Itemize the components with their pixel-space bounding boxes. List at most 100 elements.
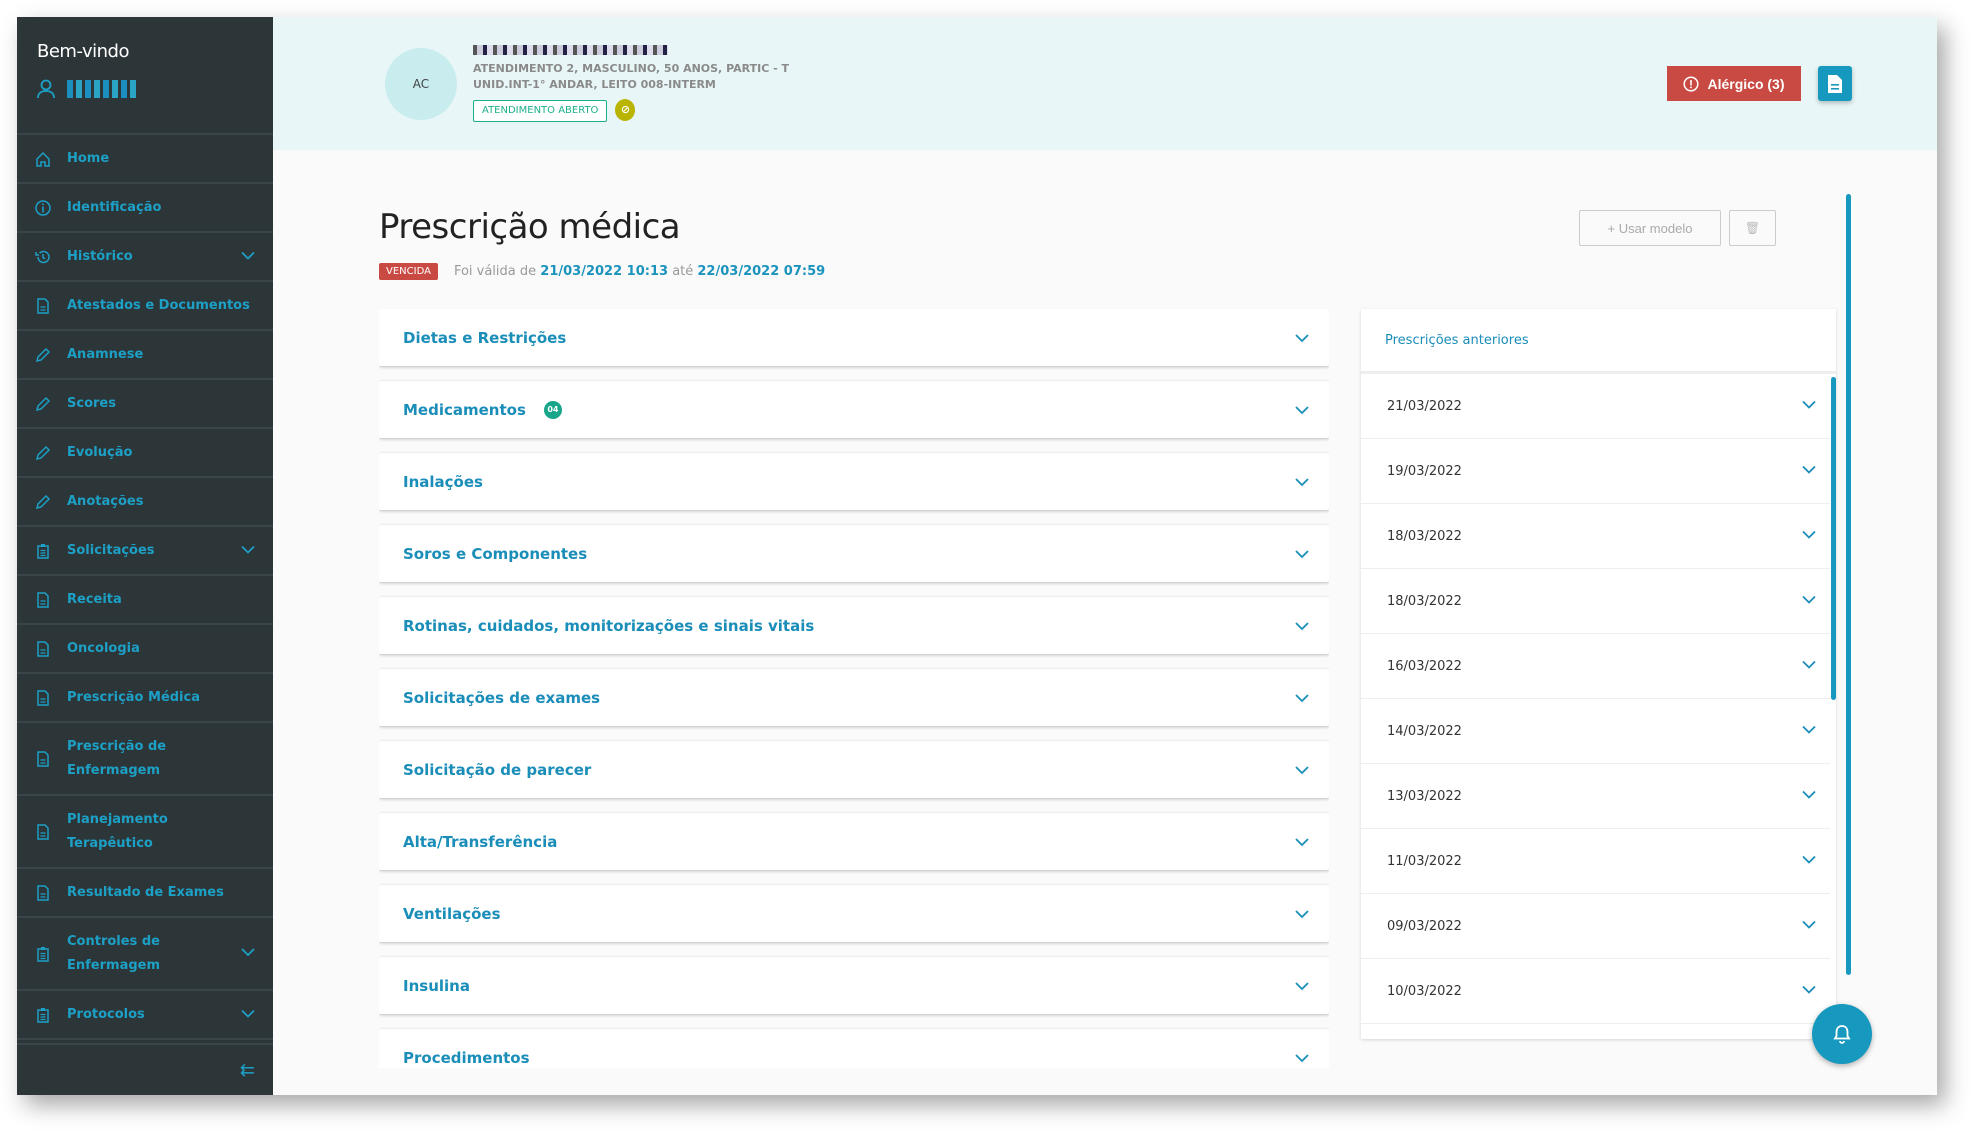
section-label: Procedimentos [403, 1048, 530, 1067]
pencil-icon [35, 445, 51, 460]
chevron-down-icon[interactable] [241, 544, 255, 557]
sidebar-item-label: Anamnese [67, 347, 144, 362]
chevron-down-icon [1802, 854, 1816, 869]
patient-header: AC ATENDIMENTO 2, MASCULINO, 50 ANOS, PA… [273, 17, 1937, 150]
clipboard-icon [37, 946, 49, 962]
previous-prescription-row[interactable]: 21/03/2022 [1361, 374, 1830, 439]
sidebar-item-solicitacoes[interactable]: Solicitações [17, 527, 273, 576]
sidebar-item-label: Prescrição de Enfermagem [67, 738, 167, 778]
chevron-down-icon [1802, 594, 1816, 609]
previous-prescription-row[interactable]: 18/03/2022 [1361, 569, 1830, 634]
document-icon [37, 591, 49, 608]
previous-prescription-row[interactable]: 14/03/2022 [1361, 699, 1830, 764]
sidebar-item-protocolos[interactable]: Protocolos [17, 991, 273, 1040]
accordion-section[interactable]: Solicitação de parecer [379, 741, 1329, 798]
home-icon [36, 151, 50, 167]
collapse-sidebar-icon[interactable]: ⇇ [239, 1060, 255, 1081]
prescription-date: 14/03/2022 [1387, 723, 1462, 739]
use-model-button[interactable]: + Usar modelo [1579, 210, 1721, 246]
sidebar-item-planejamento-terapeutico[interactable]: Planejamento Terapêutico [17, 796, 273, 869]
accordion-section[interactable]: Insulina [379, 957, 1329, 1014]
allergy-label: Alérgico (3) [1707, 75, 1785, 92]
accordion-section[interactable]: Soros e Componentes [379, 525, 1329, 582]
panel-scrollbar[interactable] [1831, 377, 1836, 700]
sidebar-item-scores[interactable]: Scores [17, 380, 273, 429]
allergy-button[interactable]: Alérgico (3) [1667, 66, 1801, 101]
previous-prescription-row[interactable]: 18/03/2022 [1361, 504, 1830, 569]
previous-prescription-row[interactable]: 11/03/2022 [1361, 829, 1830, 894]
prescription-date: 10/03/2022 [1387, 983, 1462, 999]
sidebar-item-label: Planejamento Terapêutico [67, 811, 168, 851]
valid-from: 21/03/2022 10:13 [540, 264, 669, 279]
trash-icon: 🗑 [1744, 221, 1761, 235]
paperclip-icon[interactable]: ⊘ [615, 99, 636, 121]
sidebar-item-label: Oncologia [67, 641, 140, 656]
sidebar-item-label: Prescrição Médica [67, 690, 200, 705]
previous-prescription-row[interactable]: 16/03/2022 [1361, 634, 1830, 699]
sidebar-item-historico[interactable]: Histórico [17, 233, 273, 282]
sidebar-item-label: Atestados e Documentos [67, 298, 250, 313]
accordion-section[interactable]: Inalações [379, 453, 1329, 510]
user-name-redacted [67, 80, 137, 98]
sidebar-item-label: Scores [67, 396, 116, 411]
chevron-down-icon[interactable] [241, 1008, 255, 1021]
document-icon [37, 750, 49, 767]
accordion-section[interactable]: Ventilações [379, 885, 1329, 942]
sidebar-item-label: Receita [67, 592, 122, 607]
previous-prescription-row[interactable]: 19/03/2022 [1361, 439, 1830, 504]
sidebar-item-evolucao[interactable]: Evolução [17, 429, 273, 478]
patient-info: ATENDIMENTO 2, MASCULINO, 50 ANOS, PARTI… [473, 45, 789, 122]
accordion-section[interactable]: Alta/Transferência [379, 813, 1329, 870]
sidebar-item-label: Identificação [67, 200, 162, 215]
chevron-down-icon[interactable] [241, 942, 255, 966]
chevron-down-icon [1802, 984, 1816, 999]
document-icon [37, 884, 49, 901]
sidebar-item-identificacao[interactable]: Identificação [17, 184, 273, 233]
expired-badge: VENCIDA [379, 263, 438, 280]
sidebar-item-anamnese[interactable]: Anamnese [17, 331, 273, 380]
document-icon [1828, 74, 1842, 93]
count-badge: 04 [543, 400, 562, 419]
previous-prescriptions-panel: Prescrições anteriores 21/03/2022 19/03/2… [1361, 309, 1836, 1039]
chevron-down-icon[interactable] [241, 250, 255, 263]
validity-text: Foi válida de 21/03/2022 10:13 até 22/03… [454, 264, 825, 279]
sidebar-item-receita[interactable]: Receita [17, 576, 273, 625]
info-icon [35, 199, 51, 216]
validity-info: VENCIDA Foi válida de 21/03/2022 10:13 a… [379, 263, 825, 280]
document-button[interactable] [1818, 66, 1852, 101]
sidebar-item-controles-de-enfermagem[interactable]: Controles de Enfermagem [17, 918, 273, 991]
sidebar-item-atestados-e-documentos[interactable]: Atestados e Documentos [17, 282, 273, 331]
previous-prescriptions-list: 21/03/2022 19/03/2022 18/03/2022 18/03/2022… [1361, 374, 1836, 1024]
clipboard-icon [37, 543, 49, 559]
accordion-section[interactable]: Rotinas, cuidados, monitorizações e sina… [379, 597, 1329, 654]
sidebar-item-prescricao-medica[interactable]: Prescrição Médica [17, 674, 273, 723]
accordion-section[interactable]: Dietas e Restrições [379, 309, 1329, 366]
previous-prescription-row[interactable]: 09/03/2022 [1361, 894, 1830, 959]
page-scrollbar[interactable] [1846, 194, 1851, 975]
sidebar-item-oncologia[interactable]: Oncologia [17, 625, 273, 674]
section-label: Inalações [403, 472, 483, 491]
section-label: Ventilações [403, 904, 501, 923]
pencil-icon [35, 396, 51, 411]
section-label: Insulina [403, 976, 470, 995]
prescription-date: 11/03/2022 [1387, 853, 1462, 869]
chevron-down-icon [1295, 401, 1309, 419]
accordion-section[interactable]: Medicamentos 04 [379, 381, 1329, 438]
previous-prescription-row[interactable]: 10/03/2022 [1361, 959, 1830, 1024]
chevron-down-icon [1295, 1049, 1309, 1067]
chevron-down-icon [1295, 905, 1309, 923]
welcome-text: Bem-vindo [37, 41, 129, 62]
previous-prescription-row[interactable]: 13/03/2022 [1361, 764, 1830, 829]
chevron-down-icon [1295, 329, 1309, 347]
notifications-button[interactable] [1812, 1004, 1872, 1064]
delete-button[interactable]: 🗑 [1729, 210, 1776, 246]
prescription-date: 16/03/2022 [1387, 658, 1462, 674]
sidebar-item-anotacoes[interactable]: Anotações [17, 478, 273, 527]
chevron-down-icon [1802, 659, 1816, 674]
sidebar-item-home[interactable]: Home [17, 135, 273, 184]
accordion-section[interactable]: Solicitações de exames [379, 669, 1329, 726]
prescription-date: 19/03/2022 [1387, 463, 1462, 479]
sidebar-item-resultado-de-exames[interactable]: Resultado de Exames [17, 869, 273, 918]
sidebar-item-prescricao-de-enfermagem[interactable]: Prescrição de Enfermagem [17, 723, 273, 796]
accordion-section[interactable]: Procedimentos [379, 1029, 1329, 1068]
